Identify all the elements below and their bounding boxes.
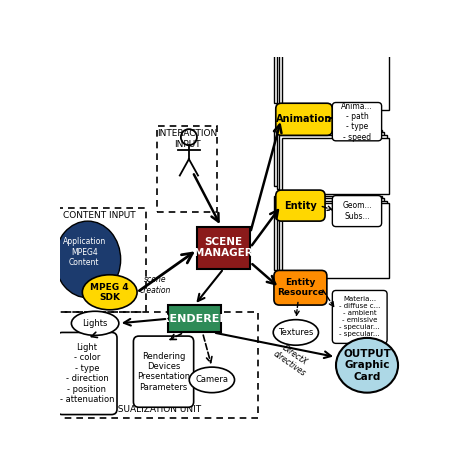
FancyBboxPatch shape bbox=[332, 196, 382, 227]
Bar bbox=[282, 137, 389, 194]
Text: SCENE
MANAGER: SCENE MANAGER bbox=[194, 237, 253, 258]
Bar bbox=[279, 201, 387, 275]
Text: RENDERER: RENDERER bbox=[161, 314, 228, 324]
Ellipse shape bbox=[273, 319, 319, 345]
Bar bbox=[282, 54, 389, 110]
Bar bbox=[282, 203, 389, 278]
Bar bbox=[276, 198, 384, 273]
Text: Entity: Entity bbox=[284, 201, 317, 210]
Bar bbox=[274, 46, 382, 102]
Bar bbox=[168, 305, 221, 332]
Bar bbox=[274, 196, 382, 270]
Text: CONTENT INPUT: CONTENT INPUT bbox=[64, 211, 136, 220]
Text: Rendering
Devices
Presentation
Parameters: Rendering Devices Presentation Parameter… bbox=[137, 352, 190, 392]
Text: Application
MPEG4
Content: Application MPEG4 Content bbox=[63, 237, 106, 267]
Text: Animation: Animation bbox=[276, 114, 332, 124]
Text: Entity
Resource: Entity Resource bbox=[277, 278, 324, 297]
Bar bbox=[279, 51, 387, 108]
Bar bbox=[53, 209, 146, 312]
FancyBboxPatch shape bbox=[332, 291, 387, 343]
FancyBboxPatch shape bbox=[276, 190, 325, 221]
Bar bbox=[276, 48, 384, 105]
FancyBboxPatch shape bbox=[57, 332, 117, 415]
Bar bbox=[53, 312, 257, 418]
Bar bbox=[157, 126, 218, 212]
Text: Light
- color
- type
- direction
- position
- attenuation: Light - color - type - direction - posit… bbox=[60, 343, 114, 404]
Text: Geom...
Subs...: Geom... Subs... bbox=[342, 201, 372, 221]
Ellipse shape bbox=[55, 221, 121, 298]
Text: Camera: Camera bbox=[195, 375, 228, 384]
Ellipse shape bbox=[72, 311, 119, 336]
Text: Lights: Lights bbox=[82, 319, 108, 328]
Bar bbox=[197, 227, 250, 269]
Text: Textures: Textures bbox=[278, 328, 313, 337]
Bar bbox=[274, 130, 382, 186]
Ellipse shape bbox=[82, 275, 137, 310]
Text: MPEG 4
SDK: MPEG 4 SDK bbox=[91, 283, 129, 302]
Text: Anima...
- path
- type
- speed: Anima... - path - type - speed bbox=[341, 101, 373, 142]
FancyBboxPatch shape bbox=[276, 103, 332, 136]
Text: scene
creation: scene creation bbox=[140, 275, 171, 295]
Bar bbox=[279, 135, 387, 191]
FancyBboxPatch shape bbox=[133, 336, 194, 407]
Text: INTERACTION
INPUT: INTERACTION INPUT bbox=[157, 129, 218, 148]
FancyBboxPatch shape bbox=[274, 270, 327, 305]
Text: DirectX
directives: DirectX directives bbox=[271, 340, 313, 378]
Ellipse shape bbox=[189, 367, 235, 392]
Text: VISUALIZATION UNIT: VISUALIZATION UNIT bbox=[109, 405, 201, 414]
Bar bbox=[276, 132, 384, 189]
Ellipse shape bbox=[336, 338, 398, 392]
Text: Materia...
- diffuse c...
- ambient
- emissive
- specular...
- specular...: Materia... - diffuse c... - ambient - em… bbox=[339, 296, 381, 337]
Text: OUTPUT
Graphic
Card: OUTPUT Graphic Card bbox=[343, 349, 391, 382]
FancyBboxPatch shape bbox=[332, 102, 382, 141]
